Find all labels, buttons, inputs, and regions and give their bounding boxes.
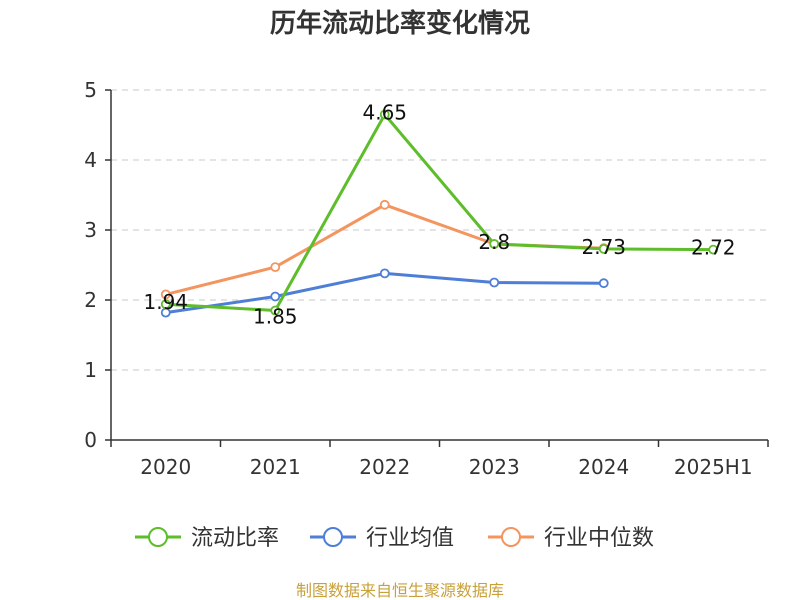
legend-item-0[interactable]: 流动比率 [135,526,279,551]
data-point [160,289,171,300]
legend-label: 行业中位数 [544,526,654,551]
data-label: 2.73 [581,235,626,259]
data-point [489,239,500,249]
series-line-0 [165,113,714,312]
y-tick-label: 2 [84,288,97,312]
chart-title: 历年流动比率变化情况 [270,8,530,39]
y-tick-label: 5 [84,78,97,102]
data-points [160,109,719,318]
series-lines [165,113,714,315]
data-point [598,243,609,254]
data-label: 2.72 [691,236,736,260]
legend-swatch-marker [148,527,168,547]
data-point [270,262,281,273]
data-point [160,299,171,310]
x-tick-label: 2021 [250,455,301,479]
data-point [379,199,390,210]
y-tick-label: 4 [84,148,97,172]
data-labels: 1.94 1.85 4.65 2.8 2.73 2.72 [143,101,735,329]
legend-label: 行业均值 [366,526,454,551]
data-point [379,109,390,120]
data-label: 1.85 [253,305,298,329]
y-tick-label: 3 [84,218,97,242]
y-tick-label: 1 [84,358,97,382]
data-label: 4.65 [362,101,407,125]
data-point [598,278,609,289]
legend-swatch-marker [323,527,343,547]
data-label: 1.94 [143,290,188,314]
x-tick-label: 2024 [578,455,629,479]
x-tick-label: 2023 [469,455,520,479]
data-point [708,244,719,255]
legend-label: 流动比率 [191,526,279,551]
data-label: 2.8 [478,230,510,254]
data-point [379,268,390,279]
x-tick-label: 2020 [140,455,191,479]
legend[interactable]: 流动比率 行业均值 行业中位数 [135,526,654,551]
data-point [489,277,500,288]
x-tick-label: 2025H1 [674,455,753,479]
legend-item-2[interactable]: 行业中位数 [488,526,654,551]
series-line-2 [165,203,604,296]
source-note: 制图数据来自恒生聚源数据库 [296,581,504,600]
axes: 0 1 2 3 4 5 2020 2021 2022 2023 2024 2025H1 [84,78,769,479]
x-tick-label: 2022 [359,455,410,479]
data-point [270,291,281,302]
data-point [270,305,281,316]
y-tick-label: 0 [84,428,97,452]
grid-lines [111,89,768,371]
legend-item-1[interactable]: 行业均值 [310,526,454,551]
legend-swatch-marker [501,527,521,547]
